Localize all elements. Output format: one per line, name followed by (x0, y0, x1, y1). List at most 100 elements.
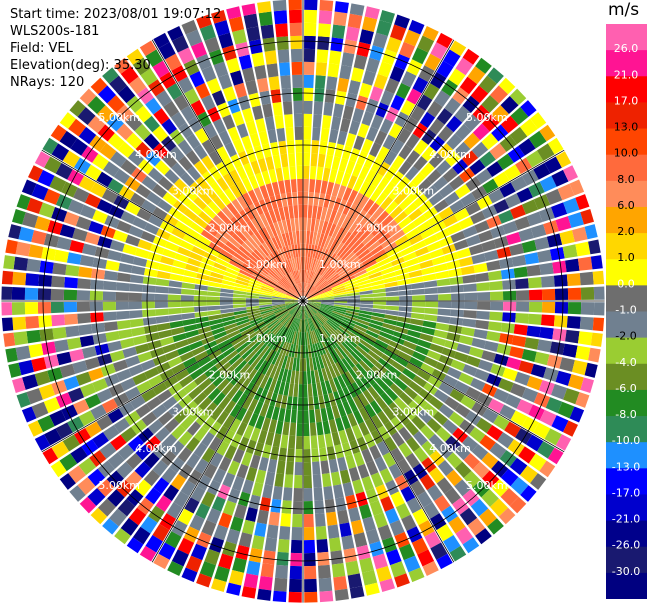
velocity-gate (358, 286, 373, 292)
velocity-gate (465, 410, 482, 426)
velocity-gate (275, 23, 289, 38)
velocity-gate (116, 272, 131, 283)
velocity-gate (102, 291, 117, 301)
colorbar: 26.021.017.013.010.08.06.02.01.00.0-1.0-… (606, 24, 647, 599)
velocity-gate (306, 270, 311, 284)
velocity-gate (317, 219, 325, 234)
velocity-gate (491, 124, 509, 142)
velocity-gate (273, 306, 286, 313)
velocity-gate (190, 41, 207, 59)
velocity-gate (257, 229, 268, 242)
velocity-gate (242, 192, 254, 207)
range-ring-label: 3.00km (172, 405, 214, 418)
velocity-gate (470, 210, 486, 225)
velocity-gate (230, 216, 243, 230)
velocity-gate (255, 172, 265, 187)
velocity-gate (379, 118, 394, 134)
velocity-gate (222, 45, 237, 61)
velocity-gate (337, 265, 350, 275)
range-ring-labels: 1.00km1.00km1.00km1.00km2.00km2.00km2.00… (98, 111, 507, 492)
velocity-gate (283, 206, 290, 220)
velocity-gate (107, 452, 125, 469)
velocity-gate (158, 263, 173, 273)
velocity-gate (294, 284, 301, 297)
velocity-gate (186, 452, 201, 469)
velocity-gate (488, 321, 503, 332)
velocity-gate (555, 216, 572, 232)
velocity-gate (205, 246, 220, 257)
velocity-gate (225, 267, 239, 276)
velocity-gate (319, 307, 333, 314)
velocity-gate (431, 368, 447, 382)
velocity-gate (388, 340, 403, 351)
velocity-gate (386, 345, 401, 356)
velocity-gate (116, 220, 132, 234)
velocity-gate (288, 272, 296, 285)
velocity-gate (207, 286, 221, 292)
velocity-gate (476, 392, 493, 407)
velocity-gate (493, 171, 510, 188)
velocity-gate (218, 553, 234, 570)
velocity-gate (317, 36, 330, 51)
velocity-gate (338, 267, 351, 277)
velocity-gate (448, 411, 465, 427)
velocity-gate (592, 317, 605, 332)
velocity-gate (385, 286, 399, 292)
velocity-gate (341, 145, 353, 160)
velocity-gate (319, 247, 327, 261)
velocity-gate (268, 350, 277, 364)
velocity-gate (374, 228, 388, 241)
velocity-gate (320, 304, 334, 309)
velocity-gate (318, 327, 327, 340)
velocity-gate (281, 368, 289, 383)
velocity-gate (129, 310, 143, 319)
velocity-gate (337, 509, 350, 525)
velocity-gate (413, 156, 428, 172)
velocity-gate (193, 426, 208, 442)
velocity-gate (427, 375, 443, 389)
velocity-gate (303, 165, 310, 179)
velocity-gate (349, 332, 362, 343)
velocity-gate (256, 509, 269, 525)
velocity-gate (292, 87, 303, 102)
velocity-gate (34, 151, 51, 168)
velocity-gate (526, 434, 544, 452)
velocity-gate (28, 244, 44, 259)
colorbar-segment (606, 546, 647, 574)
velocity-gate (68, 118, 87, 137)
velocity-gate (450, 230, 466, 243)
velocity-gate (468, 346, 484, 359)
velocity-gate (329, 350, 338, 364)
velocity-gate (566, 315, 581, 329)
velocity-gate (482, 114, 500, 132)
velocity-gate (288, 578, 302, 593)
velocity-gate (332, 310, 345, 317)
velocity-gate (306, 288, 318, 298)
velocity-gate (81, 243, 97, 256)
velocity-gate (334, 347, 345, 360)
velocity-gate (551, 415, 569, 433)
velocity-gate (347, 13, 363, 29)
velocity-gate (541, 302, 556, 314)
velocity-gate (330, 313, 344, 321)
velocity-gate (211, 353, 225, 365)
velocity-gate (408, 269, 423, 278)
velocity-gate (118, 401, 135, 417)
velocity-gate (382, 322, 396, 331)
velocity-gate (135, 141, 152, 158)
velocity-gate (181, 19, 198, 35)
velocity-gate (170, 474, 187, 491)
velocity-gate (337, 77, 350, 93)
velocity-gate (234, 376, 247, 390)
velocity-gate (259, 199, 269, 213)
velocity-gate (296, 318, 301, 332)
velocity-gate (59, 112, 76, 129)
velocity-gate (454, 208, 470, 222)
velocity-gate (122, 243, 138, 256)
velocity-gate (479, 151, 496, 168)
range-ring-label: 1.00km (319, 258, 361, 271)
velocity-gate (326, 511, 338, 526)
velocity-gate (546, 354, 563, 369)
velocity-gate (345, 160, 356, 175)
velocity-gate (352, 223, 364, 237)
